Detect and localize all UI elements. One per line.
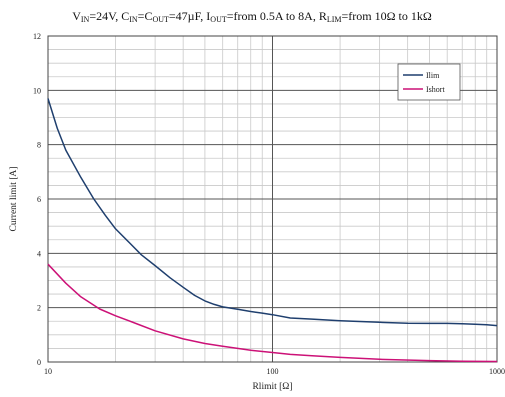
series-line-ishort	[47, 263, 498, 363]
title-part: LIM	[327, 15, 342, 24]
y-tick-label: 12	[33, 32, 41, 41]
legend-entry: Ishort	[426, 85, 445, 94]
y-tick-label: 8	[37, 141, 41, 150]
y-axis-ticks: 0 2 4 6 8 10 12	[33, 32, 41, 367]
legend-box	[397, 63, 461, 101]
x-axis-ticks: 10 100 1000	[44, 367, 505, 376]
y-axis-label: Current limit [A]	[9, 167, 19, 232]
legend: Ilim Ishort	[397, 63, 461, 101]
title-part: IN	[81, 15, 90, 24]
title-part: V	[72, 9, 81, 23]
x-tick-label: 1000	[489, 367, 505, 376]
y-tick-label: 10	[33, 86, 41, 95]
title-part: =from 0.5A to 8A, R	[227, 9, 327, 23]
y-tick-label: 0	[37, 358, 41, 367]
title-part: IN	[129, 15, 138, 24]
title-part: =24V, C	[89, 9, 129, 23]
title-part: =47µF, I	[169, 9, 210, 23]
title-part: OUT	[210, 15, 227, 24]
x-tick-label: 100	[267, 367, 279, 376]
y-tick-label: 6	[37, 195, 41, 204]
plot-frame	[47, 35, 498, 363]
chart-title: VIN=24V, CIN=COUT=47µF, IOUT=from 0.5A t…	[72, 9, 432, 24]
y-tick-label: 4	[37, 249, 41, 258]
x-tick-label: 10	[44, 367, 52, 376]
series-layer	[47, 98, 498, 363]
series-line-ilim	[47, 98, 498, 327]
title-part: =C	[138, 9, 153, 23]
x-axis-label: Rlimit [Ω]	[252, 382, 292, 392]
title-part: =from 10Ω to 1kΩ	[342, 9, 432, 23]
title-part: OUT	[152, 15, 169, 24]
legend-entry: Ilim	[426, 71, 440, 80]
y-tick-label: 2	[37, 304, 41, 313]
